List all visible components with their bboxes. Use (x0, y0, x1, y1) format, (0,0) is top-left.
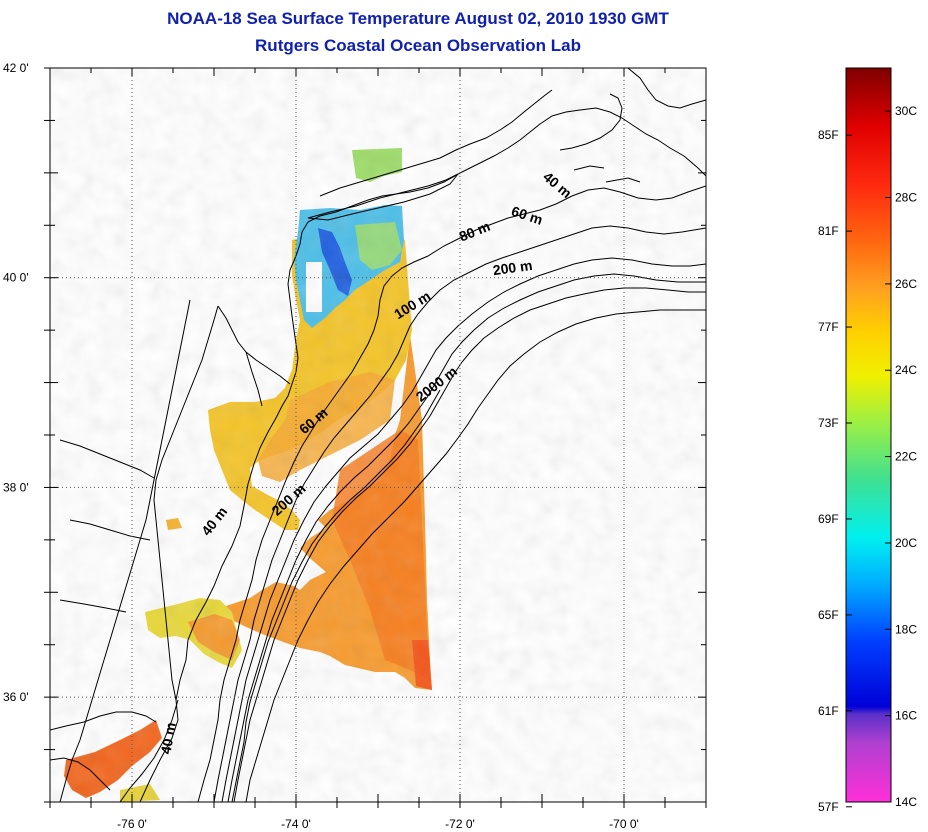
cape-cod (559, 93, 623, 151)
colorbar-f-label: 81F (818, 224, 839, 238)
lon-tick-label: -72 0' (445, 817, 475, 831)
isobath-label: 200 m (492, 257, 534, 278)
colorbar-c-label: 24C (895, 363, 917, 377)
connecticut-coast (319, 89, 553, 197)
delaware-bay (217, 305, 291, 407)
potomac (59, 439, 155, 613)
lat-tick-label: 42 0' (3, 61, 29, 75)
isobath-200m (233, 287, 706, 802)
isobath-shelf-inner (231, 389, 441, 802)
gulf-of-maine-coast (627, 68, 706, 109)
lon-tick-label: -70 0' (609, 817, 639, 831)
colorbar-c-label: 26C (895, 277, 917, 291)
colorbar-f-label: 73F (818, 416, 839, 430)
long-island (307, 173, 459, 221)
colorbar-f-label: 57F (818, 800, 839, 814)
colorbar-c-label: 18C (895, 622, 917, 636)
chesapeake-west (59, 299, 191, 802)
colorbar-c-label: 20C (895, 536, 917, 550)
colorbar-c-label: 28C (895, 191, 917, 205)
isobath-40m (197, 185, 706, 802)
colorbar-f-label: 61F (818, 704, 839, 718)
colorbar-f-label: 65F (818, 608, 839, 622)
colorbar-fahrenheit-labels: 85F 81F 77F 73F 69F 65F 61F 57F (818, 128, 852, 814)
map-title: NOAA-18 Sea Surface Temperature August 0… (167, 9, 669, 28)
pamlico-sound (50, 711, 157, 791)
lon-tick-label: -74 0' (281, 817, 311, 831)
colorbar-c-label: 30C (895, 104, 917, 118)
coastline-and-isobaths (50, 68, 706, 802)
sst-data-layer (50, 68, 706, 802)
lat-tick-label: 40 0' (3, 271, 29, 285)
colorbar-f-label: 85F (818, 128, 839, 142)
axis-ticks (44, 67, 707, 808)
outer-banks (119, 699, 179, 802)
map-subtitle: Rutgers Coastal Ocean Observation Lab (255, 36, 581, 55)
sst-texture (50, 68, 706, 802)
lat-tick-label: 36 0' (3, 690, 29, 704)
isobath-100m (227, 273, 706, 802)
colorbar-c-label: 16C (895, 709, 917, 723)
lat-tick-label: 38 0' (3, 480, 29, 494)
isobath-2000m (245, 309, 706, 802)
isobath-80m (221, 257, 706, 802)
colorbar-gradient (845, 67, 892, 803)
isobath-label: 40 m (157, 721, 178, 755)
graticule (50, 68, 706, 802)
isobath-60m (213, 225, 706, 802)
lon-tick-label: -76 0' (117, 817, 147, 831)
islands-ma (573, 165, 641, 183)
colorbar-f-label: 69F (818, 512, 839, 526)
colorbar-c-label: 22C (895, 450, 917, 464)
chesapeake-east (153, 305, 219, 701)
colorbar-c-label: 14C (895, 795, 917, 809)
colorbar-f-label: 77F (818, 320, 839, 334)
colorbar-celsius-labels: 30C 28C 26C 24C 22C 20C 18C 16C 14C (885, 104, 917, 809)
axis-tick-labels: 42 0' 40 0' 38 0' 36 0' -76 0' -74 0' -72 0' -7… (3, 61, 639, 831)
